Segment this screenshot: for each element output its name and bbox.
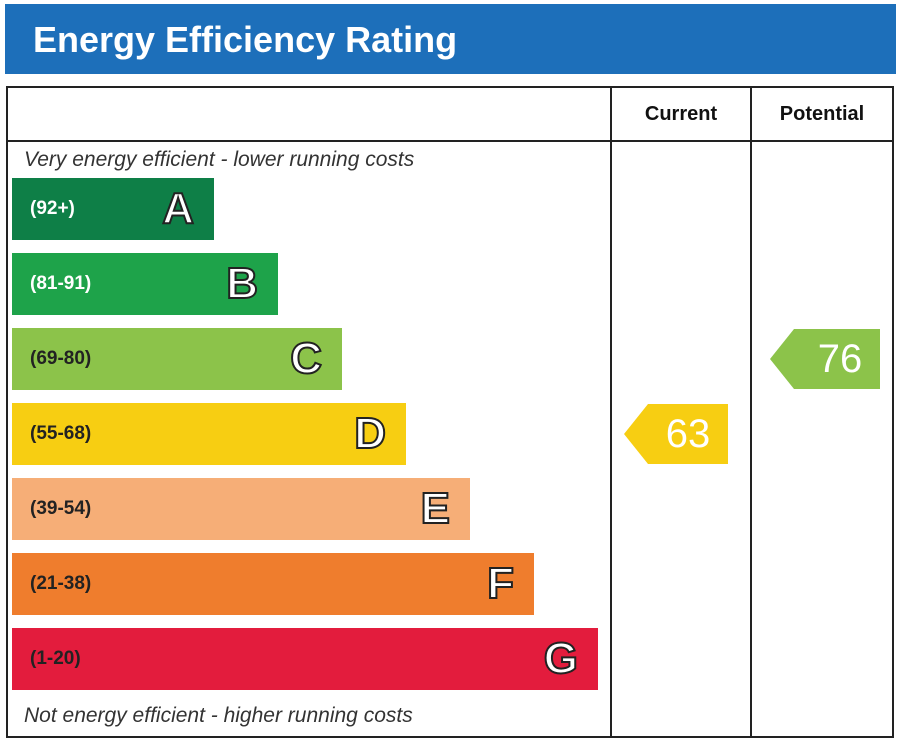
current-column-divider: [610, 88, 612, 736]
potential-rating-value: 76: [817, 337, 863, 381]
band-e: (39-54) E: [12, 478, 470, 540]
band-d: (55-68) D: [12, 403, 406, 465]
current-rating-value: 63: [665, 412, 711, 456]
chart-title: Energy Efficiency Rating: [33, 19, 458, 60]
band-range-label: (1-20): [30, 648, 81, 669]
current-arrow-icon: [624, 404, 728, 464]
inefficient-note: Not energy efficient - higher running co…: [24, 704, 413, 727]
band-range-label: (21-38): [30, 573, 92, 594]
current-rating-marker: 63: [624, 404, 728, 464]
band-range-label: (69-80): [30, 348, 92, 369]
title-bar: Energy Efficiency Rating: [5, 4, 896, 74]
band-letter-label: F: [486, 558, 515, 609]
arrow-shape: [624, 404, 728, 464]
band-b: (81-91) B: [12, 253, 278, 315]
band-c: (69-80) C: [12, 328, 342, 390]
rating-table: Current Potential Very energy efficient …: [6, 86, 894, 738]
band-letter-label: G: [543, 633, 579, 684]
band-letter-label: A: [161, 183, 195, 234]
band-range-label: (92+): [30, 198, 75, 219]
band-a: (92+) A: [12, 178, 214, 240]
band-letter-label: C: [289, 333, 323, 384]
band-letter-label: E: [420, 483, 451, 534]
band-range-label: (55-68): [30, 423, 92, 444]
band-f: (21-38) F: [12, 553, 534, 615]
band-g: (1-20) G: [12, 628, 598, 690]
efficient-note: Very energy efficient - lower running co…: [24, 148, 415, 171]
current-column-header: Current: [644, 103, 718, 125]
band-letter-label: D: [353, 408, 387, 459]
header-divider: [8, 140, 892, 142]
band-letter-label: B: [225, 258, 259, 309]
potential-arrow-icon: [770, 329, 880, 389]
band-range-label: (39-54): [30, 498, 92, 519]
potential-column-header: Potential: [779, 103, 865, 125]
potential-rating-marker: 76: [770, 329, 880, 389]
potential-column-divider: [750, 88, 752, 736]
band-range-label: (81-91): [30, 273, 92, 294]
arrow-shape: [770, 329, 880, 389]
